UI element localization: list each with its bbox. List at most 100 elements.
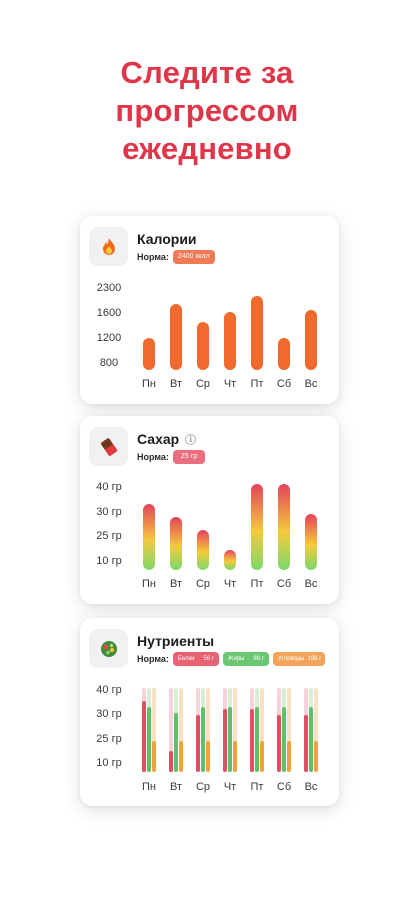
fat-label: Жиры	[227, 656, 245, 662]
headline-line-2: прогрессом	[115, 93, 299, 128]
nutrients-norm-track	[260, 688, 264, 772]
nutrients-norm-track	[314, 688, 318, 772]
nutrients-icon-tile	[89, 629, 128, 668]
sugar-icon-tile	[89, 427, 128, 466]
nutrients-bar-carbs	[179, 740, 183, 772]
sugar-y-tick: 30 гр	[96, 506, 122, 518]
protein-value: 56 г	[203, 656, 214, 662]
calories-bar	[197, 322, 209, 370]
calories-norm-label: Норма:	[137, 252, 169, 262]
nutrients-card[interactable]: Нутриенты Норма: Белки 56 г Жиры 98 г Уг…	[80, 618, 339, 806]
nutrients-title: Нутриенты	[137, 633, 214, 649]
sugar-x-tick: Вс	[304, 578, 318, 590]
calories-x-tick: Сб	[276, 378, 292, 390]
calories-y-tick: 1600	[96, 307, 122, 319]
calories-bar	[251, 296, 263, 370]
sugar-card[interactable]: Сахар i Норма: 25 гр 40 гр 30 гр 25 гр 10 г…	[80, 416, 339, 604]
sugar-y-tick: 40 гр	[96, 481, 122, 493]
sugar-x-tick: Чт	[223, 578, 237, 590]
fat-value: 98 г	[253, 656, 264, 662]
headline-line-3: ежедневно	[122, 131, 292, 166]
nutrients-bar-carbs	[206, 740, 210, 772]
nutrients-y-tick: 25 гр	[96, 733, 122, 745]
calories-x-tick: Пт	[250, 378, 264, 390]
calories-chart: 2300 1600 1200 800 Пн Вт Ср Чт Пт Сб Вс	[80, 216, 339, 404]
sugar-x-tick: Ср	[195, 578, 211, 590]
calories-icon-tile	[89, 227, 128, 266]
nutrients-bar-carbs	[287, 740, 291, 772]
nutrients-norm-row: Норма: Белки 56 г Жиры 98 г Углеводы 198…	[137, 652, 325, 666]
nutrients-norm-track	[169, 688, 173, 772]
nutrients-bar-protein	[250, 709, 254, 772]
calories-card[interactable]: Калории Норма: 2400 ккал 2300 1600 1200 800…	[80, 216, 339, 404]
headline-line-1: Следите за	[120, 55, 294, 90]
headline: Следите за прогрессом ежедневно	[0, 54, 414, 168]
nutrients-x-tick: Ср	[195, 781, 211, 793]
sugar-bar	[197, 529, 209, 570]
nutrients-bar-fat	[147, 706, 151, 772]
nutrients-bar-protein	[196, 715, 200, 772]
nutrients-bar-fat	[174, 713, 178, 772]
calories-x-tick: Пн	[142, 378, 156, 390]
sugar-x-tick: Пн	[142, 578, 156, 590]
nutrients-bar-protein	[304, 715, 308, 772]
nutrients-bar-fat	[201, 706, 205, 772]
sugar-bar	[251, 484, 263, 570]
sugar-y-tick: 10 гр	[96, 555, 122, 567]
fire-icon	[102, 237, 115, 255]
calories-x-tick: Чт	[223, 378, 237, 390]
calories-y-tick: 800	[99, 357, 119, 369]
chocolate-icon	[100, 437, 117, 456]
calories-y-tick: 2300	[96, 282, 122, 294]
nutrients-bar-protein	[223, 709, 227, 772]
fat-norm-badge: Жиры 98 г	[222, 652, 269, 666]
carbs-label: Углеводы	[277, 656, 305, 662]
calories-bar	[278, 338, 290, 370]
nutrients-bar-protein	[277, 715, 281, 772]
calories-x-tick: Вс	[304, 378, 318, 390]
nutrients-norm-track	[179, 688, 183, 772]
nutrients-norm-track	[206, 688, 210, 772]
nutrients-x-tick: Пн	[142, 781, 156, 793]
sugar-title: Сахар i	[137, 431, 197, 447]
sugar-bar	[305, 514, 317, 570]
calories-x-tick: Ср	[195, 378, 211, 390]
nutrients-norm-track	[287, 688, 291, 772]
nutrients-y-tick: 30 гр	[96, 708, 122, 720]
nutrients-x-tick: Пт	[250, 781, 264, 793]
nutrients-bar-carbs	[152, 740, 156, 772]
nutrients-y-tick: 10 гр	[96, 757, 122, 769]
salad-icon	[100, 640, 117, 657]
info-icon[interactable]: i	[185, 433, 197, 445]
nutrients-title-text: Нутриенты	[137, 633, 215, 649]
nutrients-x-tick: Вт	[169, 781, 182, 793]
sugar-bar	[143, 504, 155, 570]
nutrients-bar-fat	[282, 706, 286, 772]
sugar-y-tick: 25 гр	[96, 530, 122, 542]
nutrients-y-tick: 40 гр	[96, 684, 122, 696]
nutrients-bar-carbs	[314, 740, 318, 772]
calories-y-tick: 1200	[96, 332, 122, 344]
carbs-value: 198 г	[307, 656, 322, 662]
nutrients-bar-protein	[169, 751, 173, 772]
sugar-x-tick: Сб	[276, 578, 292, 590]
calories-bar	[224, 312, 236, 370]
nutrients-bar-fat	[228, 706, 232, 772]
sugar-title-text: Сахар	[137, 431, 180, 447]
nutrients-bar-fat	[309, 706, 313, 772]
protein-label: Белки	[177, 656, 195, 662]
calories-norm-badge: 2400 ккал	[172, 250, 215, 264]
nutrients-norm-track	[233, 688, 237, 772]
protein-norm-badge: Белки 56 г	[172, 652, 219, 666]
nutrients-norm-track	[152, 688, 156, 772]
sugar-bar	[224, 549, 236, 570]
carbs-norm-badge: Углеводы 198 г	[272, 652, 325, 666]
calories-title: Калории	[137, 231, 197, 247]
nutrients-x-tick: Вс	[304, 781, 318, 793]
sugar-bar	[278, 484, 290, 570]
nutrients-bar-carbs	[233, 740, 237, 772]
calories-bar	[143, 338, 155, 370]
sugar-bar	[170, 516, 182, 570]
calories-bar	[170, 304, 182, 370]
calories-title-text: Калории	[137, 231, 197, 247]
